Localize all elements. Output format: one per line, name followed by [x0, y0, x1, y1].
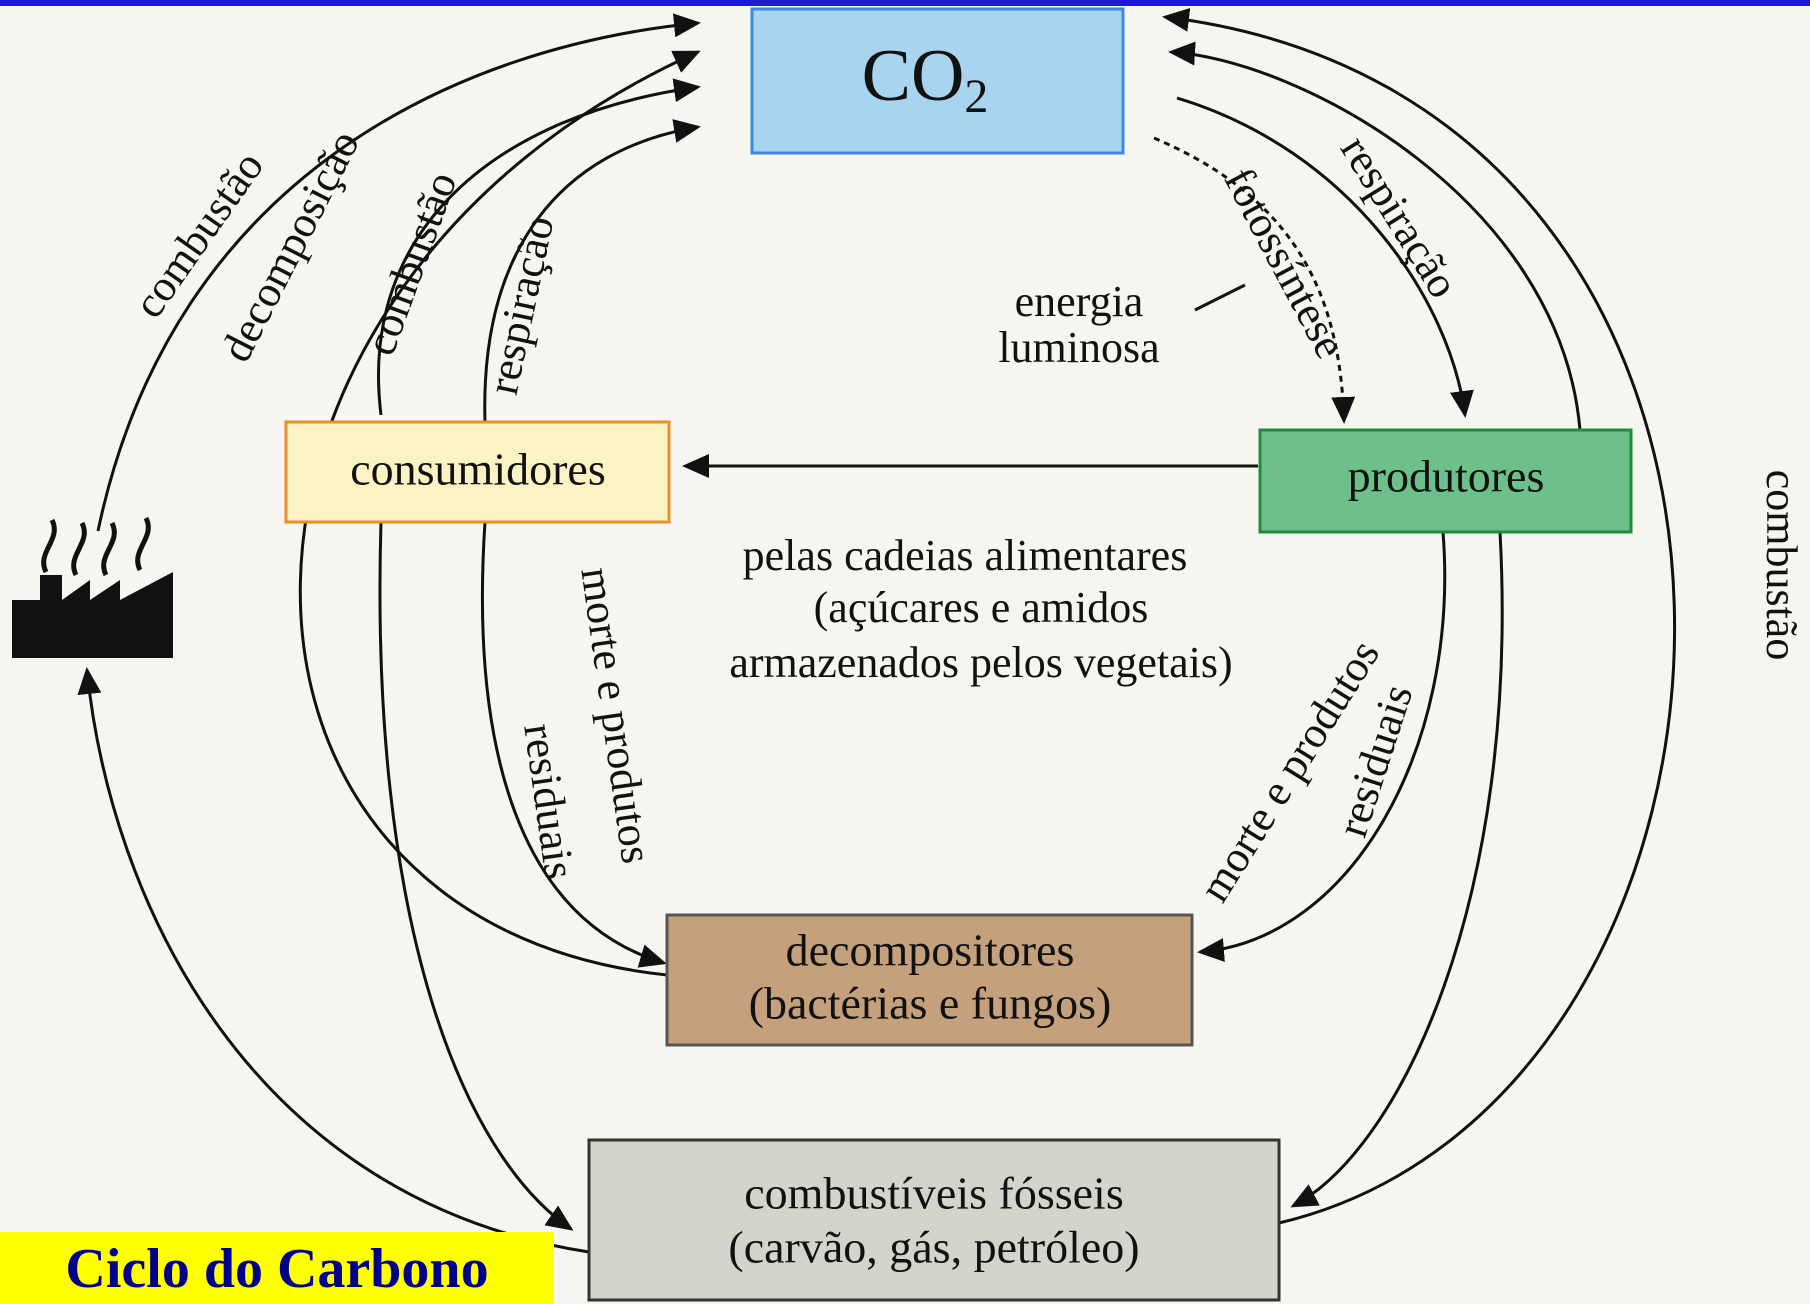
arrow: [1197, 531, 1447, 963]
edge-label: (açúcares e amidos: [814, 583, 1149, 632]
factory-icon: [12, 516, 173, 658]
combustiveis-box: [587, 1138, 1281, 1302]
produtores-box: [1258, 428, 1633, 534]
arrow: [298, 50, 701, 977]
node-label: consumidores: [350, 444, 606, 495]
arrow: [1176, 96, 1474, 418]
title: Ciclo do Carbono: [65, 1238, 488, 1300]
pointer-line: [1194, 283, 1246, 312]
node-label: (bactérias e fungos): [749, 978, 1112, 1029]
node-label: (carvão, gás, petróleo): [728, 1222, 1139, 1273]
edge-label: energia: [1015, 277, 1144, 326]
arrow: [377, 78, 701, 416]
arrows: [77, 8, 1676, 1254]
node-label: decompositores: [786, 925, 1075, 976]
edge-label: armazenados pelos vegetais): [729, 638, 1232, 687]
arrow: [96, 13, 701, 532]
arrow: [483, 119, 701, 423]
arrow: [1162, 8, 1676, 1225]
decompositores-box: [665, 913, 1194, 1047]
consumidores-box: [284, 420, 671, 524]
arrow: [77, 667, 590, 1254]
arrow: [378, 521, 574, 1231]
arrow: [480, 521, 667, 968]
co2-box: [750, 7, 1125, 155]
arrow: [1153, 136, 1356, 424]
node-label: produtores: [1348, 451, 1545, 502]
top-bar: [0, 0, 1810, 6]
arrow: [1290, 531, 1504, 1208]
edge-label: pelas cadeias alimentares: [743, 531, 1188, 580]
node-label: combustíveis fósseis: [744, 1168, 1123, 1219]
edge-label: combustão: [1757, 470, 1806, 661]
co2-label: CO2: [862, 35, 989, 123]
edge-label: luminosa: [998, 323, 1159, 372]
title-box: [0, 1232, 554, 1304]
arrow: [1168, 41, 1582, 431]
